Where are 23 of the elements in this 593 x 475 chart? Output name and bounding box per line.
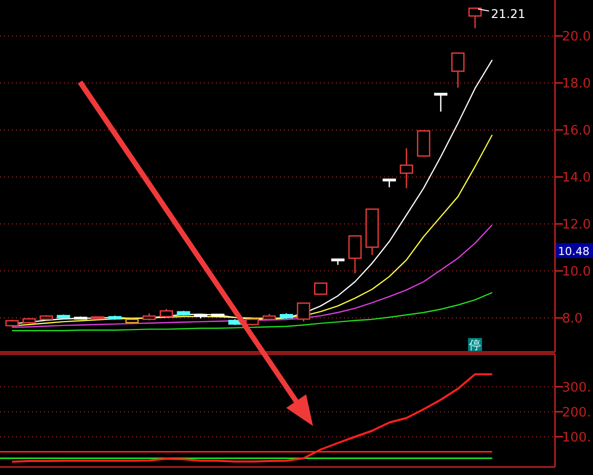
annotation: 停: [469, 338, 482, 352]
candlestick: [468, 6, 482, 29]
candlestick: [348, 235, 362, 274]
y-tick-label: 100.: [562, 430, 591, 446]
y-tick-label: 20.0: [562, 29, 591, 44]
candlestick: [296, 302, 310, 322]
y-tick-label: 12.0: [562, 217, 591, 232]
line-series: [11, 292, 493, 332]
text: 10.48: [558, 245, 590, 258]
annotation: 21.21: [491, 7, 526, 21]
candlestick: [314, 282, 328, 295]
candlestick: [382, 178, 396, 188]
y-tick-label: 18.0: [562, 76, 591, 92]
y-tick-label: 200.: [562, 405, 591, 420]
y-tick-label: 8.0: [562, 311, 583, 326]
y-tick-label: 300.: [562, 380, 591, 396]
candlestick: [451, 52, 465, 88]
y-tick-label: 16.0: [562, 123, 591, 138]
candlestick: [434, 92, 448, 112]
y-tick-label: 10.0: [562, 264, 591, 280]
line-series: [11, 224, 493, 328]
candlestick: [400, 148, 414, 189]
y-tick-label: 14.0: [562, 170, 591, 186]
